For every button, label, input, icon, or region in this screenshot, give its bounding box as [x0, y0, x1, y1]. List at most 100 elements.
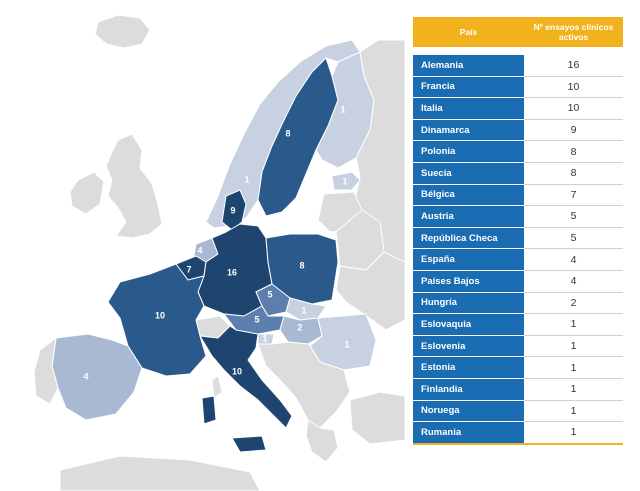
- label-france: 10: [155, 310, 165, 320]
- region-ukraine: [335, 251, 405, 331]
- country-cell: España: [413, 249, 524, 271]
- region-portugal: [33, 337, 59, 405]
- region-north-africa: [59, 455, 261, 491]
- trial-count-cell: 8: [524, 141, 623, 163]
- region-spain: [51, 333, 143, 421]
- country-cell: Noruega: [413, 400, 524, 423]
- header-spacer: [413, 47, 623, 55]
- table-row: Bélgica 7: [413, 184, 623, 207]
- label-belgium: 7: [186, 264, 191, 274]
- table-row: Hungría 2: [413, 292, 623, 315]
- trial-count-cell: 5: [524, 206, 623, 228]
- region-iceland: [94, 14, 151, 49]
- trial-count-cell: 1: [524, 314, 623, 336]
- region-sardinia: [201, 395, 217, 425]
- label-sweden: 8: [285, 128, 290, 138]
- country-cell: Austria: [413, 206, 524, 228]
- region-norway: [205, 39, 361, 229]
- table-row: Italia 10: [413, 98, 623, 120]
- label-italy: 10: [232, 366, 242, 376]
- trial-count-cell: 5: [524, 228, 623, 250]
- label-slovakia: 1: [301, 305, 306, 315]
- table-row: Suecia 8: [413, 162, 623, 185]
- trial-count-cell: 1: [570, 426, 577, 439]
- country-cell: Francia: [413, 76, 524, 99]
- country-cell: Países Bajos: [413, 270, 524, 293]
- label-slovenia: 1: [262, 333, 267, 343]
- trial-count-cell: 16: [524, 55, 623, 77]
- country-cell: Italia: [413, 98, 524, 120]
- table-row: Eslovenia 1: [413, 335, 623, 358]
- trial-count-cell: 1: [524, 401, 623, 423]
- table-bottom-rule: [413, 442, 623, 445]
- trial-count-cell: 8: [524, 163, 623, 185]
- label-denmark: 9: [230, 205, 235, 215]
- trial-count-cell: 9: [524, 120, 623, 142]
- trial-count-cell: 2: [524, 293, 623, 315]
- table-row: Noruega 1: [413, 400, 623, 423]
- table-row: Polonia 8: [413, 141, 623, 163]
- trial-count-cell: 7: [524, 185, 623, 207]
- country-cell: Dinamarca: [413, 119, 524, 142]
- region-united-kingdom: [105, 133, 163, 239]
- header-country: País: [413, 17, 524, 47]
- table-row: Austria 5: [413, 206, 623, 228]
- label-estonia: 1: [342, 176, 347, 186]
- country-cell: Hungría: [413, 292, 524, 315]
- label-germany: 16: [227, 267, 237, 277]
- country-cell: República Checa: [413, 227, 524, 250]
- trials-table: País Nº ensayos clínicos activos Alemani…: [413, 17, 623, 443]
- label-finland: 1: [340, 104, 345, 114]
- country-cell: Eslovaquia: [413, 314, 524, 336]
- region-turkey: [349, 391, 405, 445]
- trial-count-cell: 1: [524, 357, 623, 379]
- region-hungary: [279, 315, 323, 345]
- region-denmark: [221, 189, 247, 231]
- label-romania: 1: [344, 339, 349, 349]
- header-count: Nº ensayos clínicos activos: [524, 17, 623, 47]
- table-body: Alemania 16 Francia 10 Italia 10 Dinamarca 9 Pol…: [413, 47, 623, 443]
- region-sicily: [231, 435, 267, 453]
- trial-count-cell: 10: [524, 98, 623, 120]
- region-ireland: [69, 171, 105, 215]
- trial-count-cell: 4: [524, 249, 623, 271]
- table-row: Eslovaquia 1: [413, 314, 623, 336]
- country-cell: Eslovenia: [413, 335, 524, 358]
- table-row: Dinamarca 9: [413, 119, 623, 142]
- label-czech: 5: [267, 289, 272, 299]
- trial-count-cell: 1: [524, 336, 623, 358]
- label-hungary: 2: [297, 322, 302, 332]
- label-spain: 4: [83, 371, 88, 381]
- table-row: España 4: [413, 249, 623, 271]
- table-header-row: País Nº ensayos clínicos activos: [413, 17, 623, 47]
- country-cell: Estonia: [413, 357, 524, 379]
- trial-count-cell: 10: [524, 77, 623, 99]
- region-balkans: [257, 341, 351, 429]
- country-cell: Rumania: [413, 422, 524, 443]
- country-cell: Polonia: [413, 141, 524, 163]
- country-cell: Finlandia: [413, 378, 524, 401]
- europe-map: 16 10 10 9 8 8 7 5 5 4 4 2 1 1 1 1 1 1: [33, 14, 405, 491]
- trial-count-cell: 1: [524, 379, 623, 401]
- label-norway: 1: [244, 174, 249, 184]
- label-austria: 5: [254, 314, 259, 324]
- region-italy: [199, 325, 293, 429]
- table-row: Rumania 1: [413, 422, 623, 443]
- table-row: Países Bajos 4: [413, 270, 623, 293]
- country-cell: Alemania: [413, 55, 524, 77]
- region-greece: [305, 419, 339, 463]
- table-row: República Checa 5: [413, 227, 623, 250]
- trial-count-cell: 4: [524, 271, 623, 293]
- trials-table-panel: País Nº ensayos clínicos activos Alemani…: [413, 17, 623, 445]
- table-row: Finlandia 1: [413, 378, 623, 401]
- table-row: Estonia 1: [413, 357, 623, 379]
- region-estonia: [331, 171, 361, 191]
- country-cell: Suecia: [413, 162, 524, 185]
- table-row: Francia 10: [413, 76, 623, 99]
- region-corsica: [211, 375, 223, 399]
- label-poland: 8: [299, 260, 304, 270]
- label-netherlands: 4: [197, 245, 202, 255]
- region-romania: [309, 313, 377, 371]
- country-cell: Bélgica: [413, 184, 524, 207]
- table-row: Alemania 16: [413, 55, 623, 77]
